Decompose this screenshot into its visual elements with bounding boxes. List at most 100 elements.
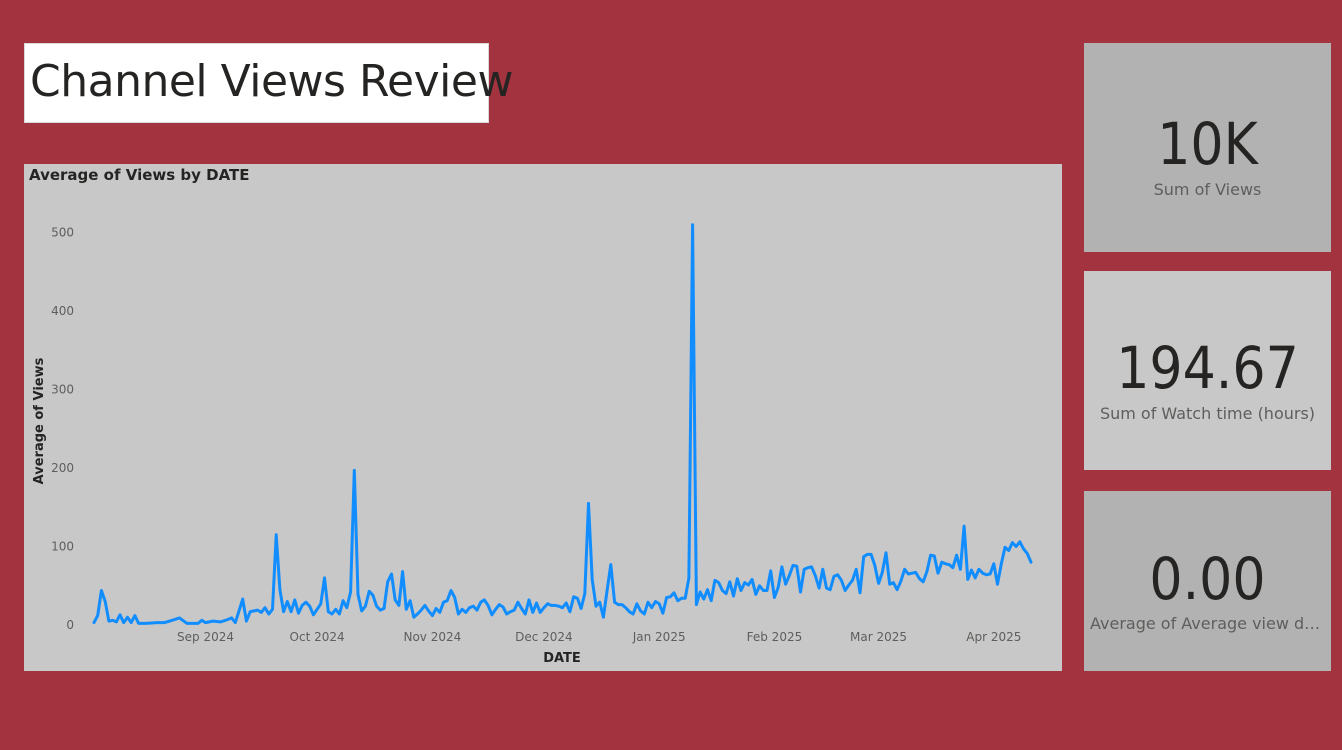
data-point[interactable]: [721, 589, 724, 592]
data-point[interactable]: [472, 605, 475, 608]
data-point[interactable]: [650, 606, 653, 609]
chart-plot-area[interactable]: 0 100 200 300 400 500 Sep 2024 Oct 2024 Nov 2024…: [24, 164, 1062, 671]
data-point[interactable]: [710, 599, 713, 602]
data-point[interactable]: [557, 605, 560, 608]
data-point[interactable]: [951, 566, 955, 569]
data-point[interactable]: [490, 613, 494, 616]
data-point[interactable]: [278, 588, 282, 591]
data-point[interactable]: [910, 572, 914, 575]
data-point[interactable]: [486, 604, 490, 607]
data-point[interactable]: [929, 554, 932, 557]
data-point[interactable]: [862, 555, 865, 558]
data-point[interactable]: [851, 579, 854, 582]
data-point[interactable]: [308, 605, 311, 608]
data-point[interactable]: [479, 601, 482, 604]
data-point[interactable]: [401, 570, 404, 573]
data-point[interactable]: [420, 608, 423, 612]
data-point[interactable]: [974, 576, 977, 580]
data-point[interactable]: [680, 597, 683, 600]
data-point[interactable]: [130, 621, 133, 624]
data-point[interactable]: [1014, 545, 1018, 548]
data-point[interactable]: [368, 590, 371, 593]
data-point[interactable]: [750, 578, 754, 581]
data-point[interactable]: [687, 576, 691, 580]
data-point[interactable]: [639, 609, 642, 613]
data-point[interactable]: [936, 572, 940, 575]
data-point[interactable]: [475, 608, 479, 612]
data-point[interactable]: [427, 609, 430, 613]
data-point[interactable]: [955, 554, 958, 557]
data-point[interactable]: [628, 610, 631, 613]
data-point[interactable]: [271, 608, 274, 611]
data-point[interactable]: [1026, 552, 1029, 555]
data-point[interactable]: [948, 563, 951, 566]
data-point[interactable]: [446, 599, 449, 602]
data-point[interactable]: [825, 586, 828, 590]
data-point[interactable]: [1011, 541, 1014, 544]
data-point[interactable]: [539, 611, 542, 614]
data-point[interactable]: [996, 583, 999, 586]
data-point[interactable]: [1007, 549, 1010, 552]
data-point[interactable]: [312, 613, 315, 616]
data-point[interactable]: [970, 568, 973, 572]
data-point[interactable]: [100, 589, 103, 592]
data-point[interactable]: [505, 612, 508, 616]
data-point[interactable]: [832, 575, 836, 578]
data-point[interactable]: [568, 610, 572, 613]
data-point[interactable]: [516, 601, 520, 604]
data-point[interactable]: [137, 622, 140, 625]
data-point[interactable]: [107, 619, 111, 623]
data-point[interactable]: [843, 589, 847, 592]
data-point[interactable]: [565, 601, 568, 605]
data-point[interactable]: [724, 592, 728, 595]
data-point[interactable]: [196, 622, 200, 625]
data-point[interactable]: [598, 601, 601, 604]
data-point[interactable]: [464, 611, 467, 614]
data-point[interactable]: [408, 599, 412, 602]
data-point[interactable]: [289, 610, 293, 613]
data-point[interactable]: [985, 573, 988, 576]
data-point[interactable]: [92, 621, 96, 624]
data-point[interactable]: [260, 611, 263, 614]
data-point[interactable]: [777, 586, 780, 589]
data-point[interactable]: [356, 593, 360, 596]
data-point[interactable]: [133, 614, 137, 617]
data-point[interactable]: [933, 554, 936, 558]
data-point[interactable]: [992, 562, 995, 565]
data-point[interactable]: [576, 597, 579, 600]
kpi-card-avg-view-duration[interactable]: 0.00 Average of Average view dur...: [1084, 491, 1331, 671]
data-point[interactable]: [434, 607, 438, 610]
data-point[interactable]: [672, 591, 676, 594]
data-point[interactable]: [836, 573, 839, 576]
data-point[interactable]: [349, 590, 352, 594]
kpi-card-watch-time[interactable]: 194.67 Sum of Watch time (hours): [1084, 271, 1331, 470]
data-point[interactable]: [524, 612, 527, 616]
data-point[interactable]: [304, 601, 308, 604]
data-point[interactable]: [118, 613, 122, 616]
data-point[interactable]: [717, 581, 720, 584]
data-point[interactable]: [241, 597, 244, 601]
data-point[interactable]: [513, 608, 516, 612]
data-point[interactable]: [605, 589, 609, 592]
data-point[interactable]: [249, 610, 252, 613]
data-point[interactable]: [360, 609, 363, 613]
data-point[interactable]: [416, 612, 419, 616]
data-point[interactable]: [922, 580, 925, 583]
data-point[interactable]: [345, 606, 348, 609]
data-point[interactable]: [743, 581, 746, 584]
data-point[interactable]: [483, 598, 486, 602]
data-point[interactable]: [855, 568, 858, 571]
data-point[interactable]: [698, 590, 702, 594]
data-point[interactable]: [728, 580, 731, 583]
data-point[interactable]: [267, 612, 270, 616]
data-point[interactable]: [914, 571, 917, 574]
data-point[interactable]: [873, 564, 876, 567]
data-point[interactable]: [527, 598, 531, 602]
data-point[interactable]: [156, 621, 159, 624]
data-point[interactable]: [814, 574, 817, 577]
data-point[interactable]: [226, 618, 230, 621]
data-point[interactable]: [981, 572, 984, 575]
data-point[interactable]: [115, 620, 118, 624]
data-point[interactable]: [784, 583, 787, 586]
data-point[interactable]: [379, 608, 382, 612]
